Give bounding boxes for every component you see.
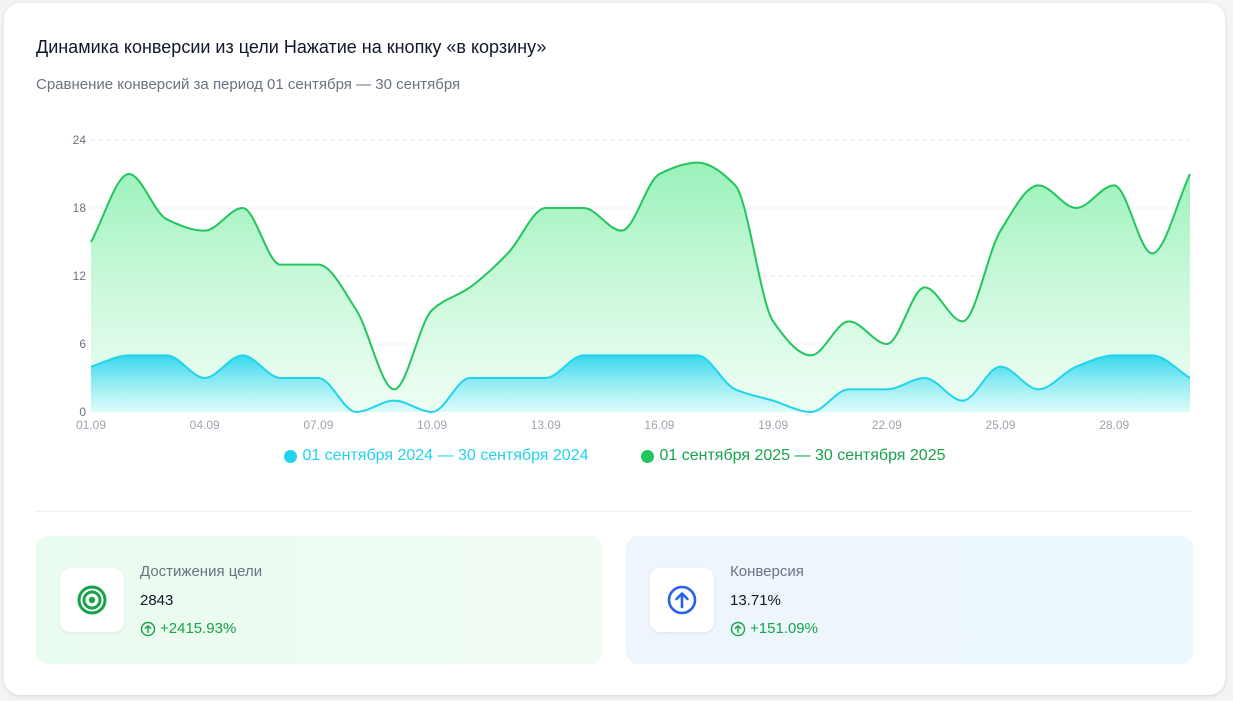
series-area-2025 xyxy=(91,162,1190,412)
y-tick-label: 18 xyxy=(73,201,87,215)
arrow-up-circle-icon xyxy=(730,621,746,636)
x-tick-label: 01.09 xyxy=(76,418,106,432)
y-tick-label: 24 xyxy=(73,133,87,147)
legend-label-2024: 01 сентября 2024 — 30 сентября 2024 xyxy=(302,447,589,464)
legend-label-2025: 01 сентября 2025 — 30 сентября 2025 xyxy=(659,447,946,464)
x-tick-label: 04.09 xyxy=(190,418,220,432)
series-line-2025[interactable] xyxy=(90,161,1191,391)
x-tick-label: 07.09 xyxy=(303,418,333,432)
card-subtitle: Сравнение конверсий за период 01 сентябр… xyxy=(36,76,461,93)
stat-delta: +151.09% xyxy=(730,620,818,637)
stat-value: 2843 xyxy=(140,592,174,609)
stat-value: 13.71% xyxy=(730,592,781,609)
stat-delta-value: +2415.93% xyxy=(160,620,237,637)
target-icon xyxy=(60,568,124,632)
arrow-up-circle-icon xyxy=(140,621,156,636)
stat-label: Достижения цели xyxy=(140,563,263,580)
divider xyxy=(36,511,1193,512)
stat-card-conversion: Конверсия 13.71% +151.09% xyxy=(626,536,1193,664)
y-tick-label: 0 xyxy=(79,405,86,419)
x-tick-label: 10.09 xyxy=(417,418,447,432)
x-tick-label: 28.09 xyxy=(1099,418,1129,432)
stat-card-goal-achievements: Достижения цели 2843 +2415.93% xyxy=(36,536,602,664)
x-tick-label: 13.09 xyxy=(531,418,561,432)
y-tick-label: 12 xyxy=(73,269,87,283)
conversion-chart: 0 6 12 18 24 01.09 04.09 07.09 10.09 13.09 16.09 19… xyxy=(73,133,1191,432)
y-tick-label: 6 xyxy=(79,337,86,351)
x-tick-label: 22.09 xyxy=(872,418,902,432)
arrow-up-circle-icon xyxy=(650,568,714,632)
x-tick-label: 25.09 xyxy=(986,418,1016,432)
legend-dot-2024 xyxy=(283,449,297,463)
chart-legend: 01 сентября 2024 — 30 сентября 2024 01 с… xyxy=(4,447,1225,465)
stat-delta-value: +151.09% xyxy=(750,620,818,637)
x-tick-label: 19.09 xyxy=(758,418,788,432)
legend-dot-2025 xyxy=(640,449,654,463)
stat-delta: +2415.93% xyxy=(140,620,236,637)
stat-label: Конверсия xyxy=(730,563,804,580)
conversion-card: Динамика конверсии из цели Нажатие на кн… xyxy=(4,3,1225,695)
x-tick-label: 16.09 xyxy=(644,418,674,432)
series-area-2024 xyxy=(91,355,1190,412)
series-line-2024[interactable] xyxy=(90,354,1191,414)
legend-item-2025[interactable]: 01 сентября 2025 — 30 сентября 2025 xyxy=(640,447,946,465)
legend-item-2024[interactable]: 01 сентября 2024 — 30 сентября 2024 xyxy=(283,447,589,465)
card-title: Динамика конверсии из цели Нажатие на кн… xyxy=(36,37,547,57)
